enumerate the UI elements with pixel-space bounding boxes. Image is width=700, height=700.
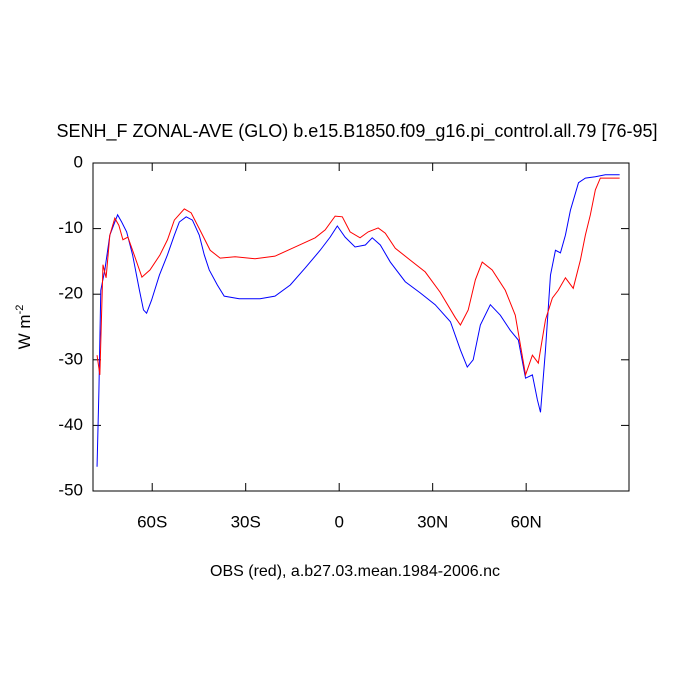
x-tick-label: 60N bbox=[511, 512, 542, 531]
y-tick-label: -30 bbox=[58, 349, 83, 368]
y-tick-label: -20 bbox=[58, 284, 83, 303]
x-axis-label: OBS (red), a.b27.03.mean.1984-2006.nc bbox=[210, 563, 500, 580]
series-line bbox=[96, 174, 620, 467]
y-tick-label: 0 bbox=[74, 152, 83, 171]
x-tick-label: 0 bbox=[334, 512, 343, 531]
chart-title: SENH_F ZONAL-AVE (GLO) b.e15.B1850.f09_g… bbox=[57, 121, 658, 142]
y-tick-label: -10 bbox=[58, 218, 83, 237]
y-tick-label: -50 bbox=[58, 480, 83, 499]
y-tick-label: -40 bbox=[58, 415, 83, 434]
x-tick-label: 30N bbox=[417, 512, 448, 531]
x-tick-label: 60S bbox=[137, 512, 167, 531]
y-axis-label-superscript: -2 bbox=[14, 305, 26, 315]
series-line bbox=[96, 177, 620, 377]
y-axis-label-text: W m bbox=[15, 314, 34, 349]
plot-frame bbox=[92, 162, 630, 492]
x-tick-label: 30S bbox=[231, 512, 261, 531]
y-axis-label: W m-2 bbox=[14, 305, 35, 350]
